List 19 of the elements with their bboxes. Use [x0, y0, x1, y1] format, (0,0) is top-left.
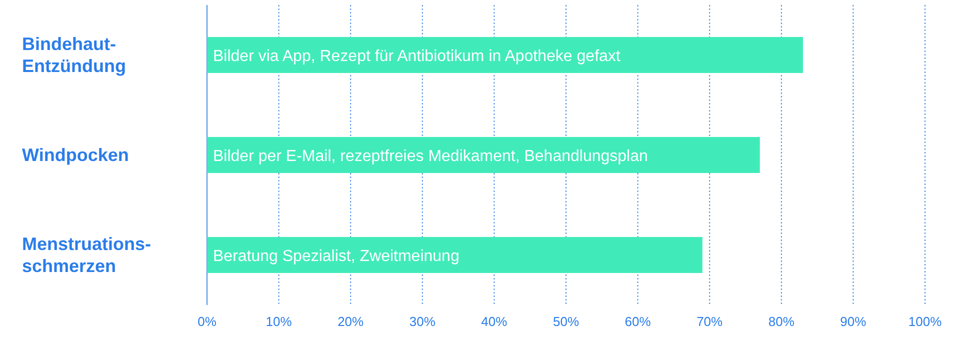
y-tick-label: Windpocken: [22, 145, 129, 165]
x-tick-label: 90%: [840, 314, 867, 329]
x-tick-label: 40%: [481, 314, 508, 329]
data-label: Bilder via App, Rezept für Antibiotikum in Apotheke gefaxt: [213, 48, 621, 65]
y-tick-label: Bindehaut- Entzündung: [22, 34, 126, 76]
x-tick-label: 50%: [552, 314, 580, 329]
x-tick-label: 70%: [696, 314, 724, 329]
x-tick-label: 0%: [198, 314, 217, 329]
x-tick-label: 20%: [338, 314, 364, 329]
data-label: Bilder per E-Mail, rezeptfreies Medikament, Behandlungsplan: [213, 148, 648, 165]
y-tick-label: Menstruations- schmerzen: [22, 234, 152, 276]
x-tick-label: 100%: [908, 314, 942, 329]
x-tick-label: 60%: [624, 314, 652, 329]
x-tick-label: 10%: [266, 314, 292, 329]
bar: [207, 237, 702, 273]
x-tick-label: 80%: [768, 314, 795, 329]
data-label: Beratung Spezialist, Zweitmeinung: [213, 248, 460, 265]
bar: [207, 37, 803, 73]
x-tick-label: 30%: [409, 314, 436, 329]
